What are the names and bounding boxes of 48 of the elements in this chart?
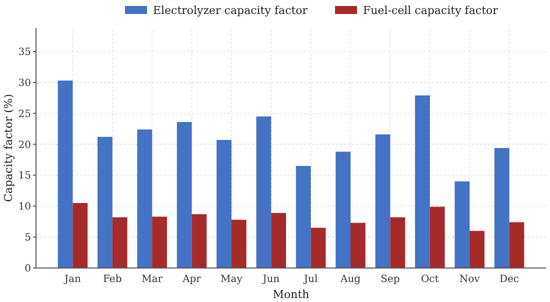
bar xyxy=(176,122,192,268)
x-tick-label: Jan xyxy=(64,274,82,285)
bar xyxy=(470,230,484,268)
x-tick-label: Mar xyxy=(142,274,163,285)
x-tick-label: Aug xyxy=(339,274,362,285)
bar xyxy=(310,228,326,268)
y-tick-label: 35 xyxy=(18,47,31,58)
bar xyxy=(494,148,510,268)
y-tick-label: 30 xyxy=(18,78,31,89)
bar xyxy=(216,140,232,268)
bar xyxy=(390,217,406,268)
x-tick-label: Apr xyxy=(182,274,202,285)
x-tick-label: Jun xyxy=(262,274,280,285)
y-axis-title: Capacity factor (%) xyxy=(2,94,15,202)
bar xyxy=(296,166,311,268)
bar xyxy=(231,220,246,268)
x-tick-label: May xyxy=(220,274,243,285)
bar xyxy=(415,95,430,268)
bar xyxy=(137,129,152,268)
bar xyxy=(430,206,445,268)
bar xyxy=(256,116,272,268)
x-tick-label: Oct xyxy=(420,274,439,285)
x-tick-label: Dec xyxy=(500,274,520,285)
y-tick-label: 10 xyxy=(18,202,31,213)
bar xyxy=(375,134,390,268)
y-tick-label: 0 xyxy=(24,264,31,274)
bar xyxy=(350,222,366,268)
x-tick-label: Jul xyxy=(303,274,318,285)
x-tick-label: Feb xyxy=(103,274,122,285)
bar xyxy=(271,212,286,268)
x-tick-label: Nov xyxy=(459,274,480,285)
x-axis-title: Month xyxy=(272,288,310,301)
bar xyxy=(454,181,470,268)
bar xyxy=(509,222,524,268)
bar xyxy=(72,203,88,268)
bar xyxy=(336,152,351,268)
bar xyxy=(112,217,128,268)
y-tick-label: 20 xyxy=(18,140,31,151)
y-tick-label: 15 xyxy=(18,170,31,182)
bar xyxy=(192,214,207,268)
y-tick-label: 25 xyxy=(18,108,31,120)
legend-label: Electrolyzer capacity factor xyxy=(153,4,308,17)
bar xyxy=(58,80,73,268)
bar xyxy=(152,216,167,268)
x-tick-label: Sep xyxy=(380,274,400,285)
y-tick-label: 5 xyxy=(24,232,31,244)
legend-label: Fuel-cell capacity factor xyxy=(363,4,499,17)
bar xyxy=(98,136,112,268)
